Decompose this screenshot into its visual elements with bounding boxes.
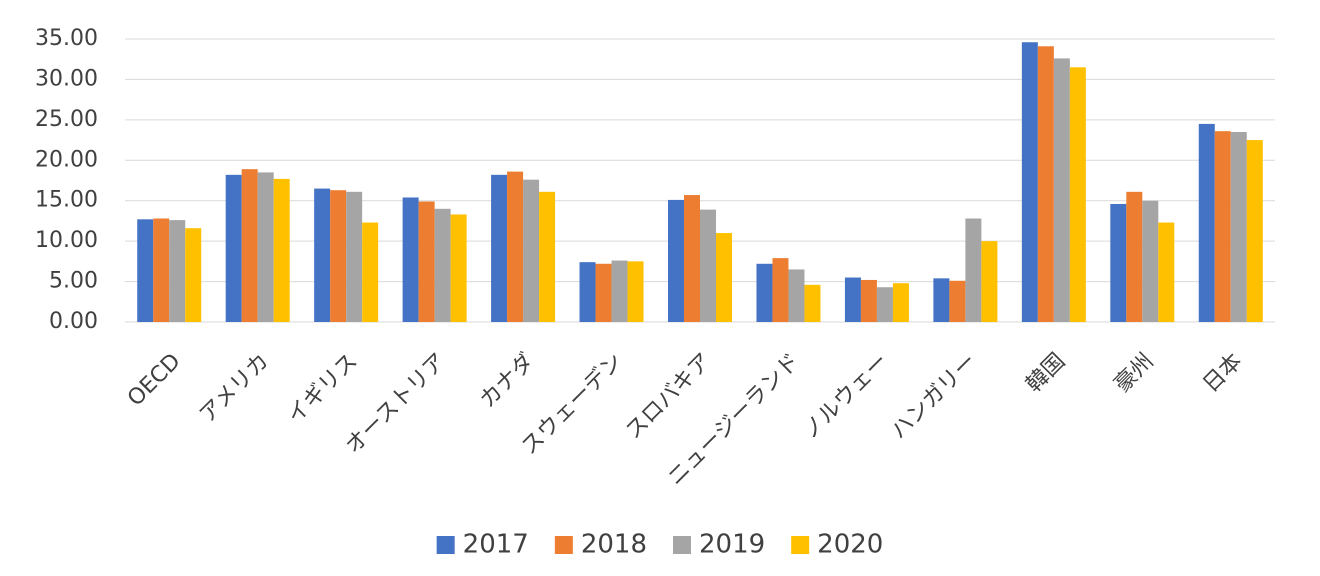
- bar: [1142, 200, 1159, 322]
- bar: [225, 174, 242, 322]
- bar: [611, 260, 628, 322]
- legend-swatch: [673, 536, 691, 554]
- legend-swatch: [791, 536, 810, 554]
- x-tick-label: カナダ: [475, 349, 539, 413]
- bar: [434, 208, 451, 322]
- y-tick-label: 15.00: [35, 188, 98, 213]
- bar: [716, 233, 732, 322]
- bar: [1110, 203, 1127, 322]
- bar: [684, 195, 700, 322]
- legend-label: 2018: [581, 530, 647, 560]
- bar: [1214, 131, 1231, 322]
- bar: [627, 261, 644, 322]
- bar: [981, 241, 998, 322]
- y-tick-label: 30.00: [35, 66, 98, 91]
- bar: [241, 169, 258, 322]
- legend-label: 2017: [463, 530, 529, 560]
- y-tick-label: 10.00: [35, 228, 98, 253]
- bar: [257, 172, 274, 322]
- bar: [273, 178, 290, 322]
- x-tick-label: ハンガリー: [886, 349, 981, 444]
- bar: [1021, 42, 1038, 323]
- bar: [507, 171, 524, 322]
- bar: [1037, 46, 1054, 323]
- bar: [700, 209, 716, 322]
- bar: [844, 277, 861, 322]
- x-tick-label: OECD: [123, 349, 186, 412]
- x-tick-label: イギリス: [283, 349, 363, 429]
- y-tick-label: 5.00: [49, 269, 98, 294]
- bar: [1246, 140, 1263, 322]
- x-tick-label: スロバキア: [621, 349, 716, 444]
- bar: [949, 280, 966, 322]
- bar: [418, 201, 435, 322]
- x-tick-label: ノルウェー: [798, 349, 893, 444]
- bar: [346, 191, 363, 322]
- bar: [169, 220, 186, 322]
- bar: [137, 219, 154, 322]
- bar: [402, 197, 419, 322]
- bar: [772, 258, 789, 322]
- bar: [1126, 191, 1143, 322]
- bar: [362, 222, 379, 322]
- bar: [892, 283, 909, 322]
- y-tick-label: 20.00: [35, 147, 98, 172]
- bar: [804, 284, 821, 322]
- bar: [668, 199, 684, 322]
- bar: [491, 174, 508, 322]
- bar: [860, 279, 877, 322]
- bar: [1069, 67, 1086, 322]
- y-tick-label: 0.00: [49, 309, 98, 334]
- x-tick-label: 日本: [1198, 349, 1247, 398]
- bar: [539, 191, 556, 322]
- bar: [1230, 131, 1247, 322]
- legend-swatch: [554, 536, 573, 554]
- y-tick-label: 25.00: [35, 107, 98, 132]
- bar: [330, 190, 347, 322]
- bar: [595, 263, 612, 322]
- bar: [788, 269, 805, 322]
- bar: [756, 263, 773, 322]
- bar: [876, 287, 893, 322]
- y-tick-label: 35.00: [35, 26, 98, 51]
- bar: [523, 179, 540, 322]
- bar: [933, 278, 950, 322]
- legend-label: 2020: [817, 530, 883, 560]
- x-tick-label: 豪州: [1110, 349, 1159, 398]
- bar: [1158, 222, 1175, 322]
- legend-label: 2019: [699, 530, 765, 560]
- x-tick-label: 韓国: [1022, 349, 1071, 398]
- bar: [314, 188, 331, 322]
- bar: [1053, 58, 1070, 323]
- legend-swatch: [436, 536, 455, 554]
- bar: [579, 262, 596, 322]
- bar: [185, 228, 202, 322]
- bar: [153, 218, 170, 322]
- x-tick-label: アメリカ: [195, 349, 274, 428]
- bar: [1198, 123, 1215, 323]
- bar: [965, 218, 982, 322]
- bar: [450, 214, 467, 322]
